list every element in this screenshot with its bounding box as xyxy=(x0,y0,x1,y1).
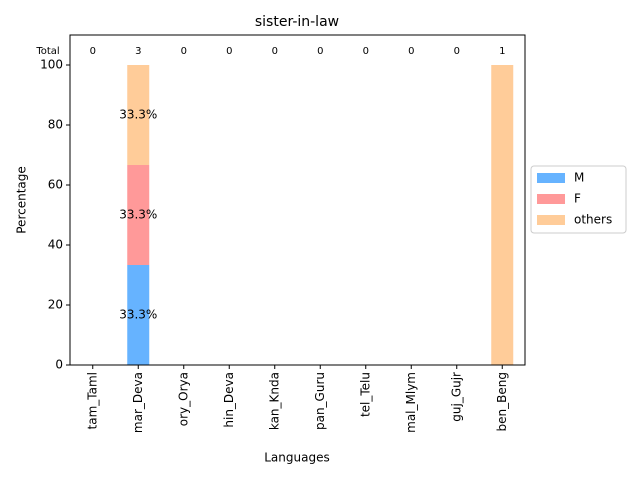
x-tick-label: guj_Gujr xyxy=(449,372,463,422)
total-label: 0 xyxy=(363,46,369,57)
total-label: 3 xyxy=(135,46,141,57)
data-label: 33.3% xyxy=(119,308,157,322)
x-tick-label: tel_Telu xyxy=(358,372,372,417)
legend-swatch xyxy=(537,215,565,225)
legend-swatch xyxy=(537,173,565,183)
y-tick-label: 20 xyxy=(48,298,63,312)
y-tick-label: 0 xyxy=(55,358,63,372)
x-tick-label: tam_Taml xyxy=(85,372,99,429)
bar-segment xyxy=(127,265,150,365)
plot-frame xyxy=(69,34,526,366)
bar-segment xyxy=(491,65,514,365)
y-tick-label: 60 xyxy=(48,178,63,192)
data-label: 33.3% xyxy=(119,208,157,222)
chart-title: sister-in-law xyxy=(255,14,339,30)
x-tick-label: kan_Knda xyxy=(267,372,281,430)
y-tick-label: 40 xyxy=(48,238,63,252)
bar-segment xyxy=(127,65,150,166)
x-tick-label: mar_Deva xyxy=(131,372,145,433)
data-label: 33.3% xyxy=(119,108,157,122)
total-label: 0 xyxy=(90,46,96,57)
total-label: 0 xyxy=(226,46,232,57)
y-axis-label: Percentage xyxy=(15,166,29,234)
x-tick-label: mal_Mlym xyxy=(404,372,418,433)
total-label: 0 xyxy=(272,46,278,57)
x-axis-label: Languages xyxy=(264,451,329,465)
total-label: 0 xyxy=(181,46,187,57)
legend-swatch xyxy=(537,194,565,204)
legend-label: others xyxy=(574,213,612,227)
y-tick-label: 80 xyxy=(48,118,63,132)
bar-segment xyxy=(127,165,150,266)
totals-label: Total xyxy=(35,46,59,57)
total-label: 1 xyxy=(499,46,505,57)
x-tick-label: ben_Beng xyxy=(495,372,509,431)
x-tick-label: ory_Orya xyxy=(176,372,190,426)
total-label: 0 xyxy=(454,46,460,57)
y-tick-label: 100 xyxy=(40,58,63,72)
x-tick-label: hin_Deva xyxy=(222,372,236,428)
total-label: 0 xyxy=(317,46,323,57)
total-label: 0 xyxy=(408,46,414,57)
legend-label: M xyxy=(574,171,584,185)
legend-label: F xyxy=(574,192,581,206)
x-tick-label: pan_Guru xyxy=(313,372,327,430)
